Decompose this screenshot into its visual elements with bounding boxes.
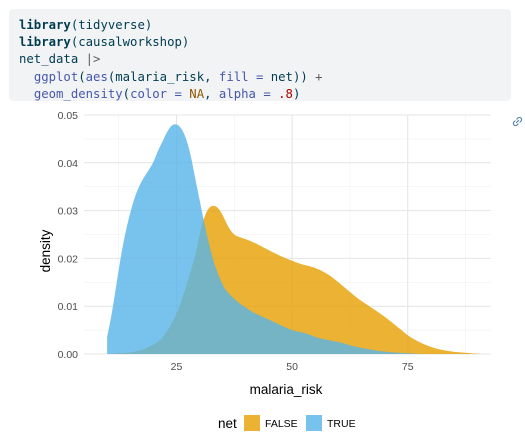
y-tick-label: 0.01: [58, 301, 79, 313]
code-token: (malaria_risk,: [107, 69, 219, 84]
y-tick-label: 0.03: [58, 206, 79, 218]
code-token: (: [122, 86, 131, 101]
code-token: .8: [278, 86, 293, 101]
legend-title: net: [218, 416, 237, 431]
legend-key-true: [306, 415, 322, 431]
code-line: geom_density(color = NA, alpha = .8): [19, 86, 501, 103]
legend: net FALSE TRUE: [218, 415, 356, 431]
code-token: geom_density: [33, 86, 123, 101]
code-token: library: [19, 18, 71, 32]
legend-label: FALSE: [265, 418, 298, 430]
y-tick-label: 0.00: [58, 349, 79, 361]
code-token: net)): [263, 69, 316, 84]
code-line: library(causalworkshop): [19, 34, 501, 51]
density-areas: [107, 124, 482, 354]
x-tick-label: 75: [402, 361, 414, 373]
code-token: net_data: [19, 52, 86, 67]
y-tick-label: 0.04: [58, 158, 79, 170]
x-tick-label: 50: [286, 361, 298, 373]
legend-label: TRUE: [327, 418, 356, 430]
code-token: (: [78, 69, 86, 84]
code-token: color =: [130, 86, 182, 101]
code-token: ggplot: [33, 69, 79, 84]
y-axis-label: density: [38, 229, 53, 272]
code-line: ggplot(aes(malaria_risk, fill = net)) +: [19, 69, 501, 86]
legend-key-false: [244, 415, 260, 431]
code-token: +: [315, 69, 323, 84]
code-token: NA: [189, 86, 205, 101]
code-token: [19, 70, 34, 84]
code-token: library: [19, 35, 71, 50]
axis-ticks: 0.00 0.01 0.02 0.03 0.04 0.05 25 50 75: [58, 110, 414, 373]
code-token: (tidyverse): [70, 18, 153, 32]
x-axis-label: malaria_risk: [250, 382, 323, 397]
link-icon[interactable]: [512, 116, 523, 127]
code-token: alpha =: [218, 86, 271, 101]
code-token: fill =: [218, 69, 264, 84]
code-token: ): [292, 86, 301, 101]
code-token: aes: [85, 69, 108, 84]
code-token: (causalworkshop): [70, 35, 190, 50]
code-line: net_data |>: [19, 51, 501, 68]
code-token: [19, 87, 34, 101]
y-tick-label: 0.02: [58, 253, 79, 265]
code-line: library(tidyverse): [19, 17, 501, 34]
density-plot: 0.00 0.01 0.02 0.03 0.04 0.05 25 50 75 malaria_r…: [38, 110, 491, 431]
x-tick-label: 25: [171, 361, 183, 373]
code-token: ,: [204, 86, 219, 101]
y-tick-label: 0.05: [58, 110, 79, 122]
code-token: |>: [85, 52, 101, 67]
density-area-true: [107, 124, 422, 354]
code-block: library(tidyverse) library(causalworkshop…: [9, 9, 511, 101]
